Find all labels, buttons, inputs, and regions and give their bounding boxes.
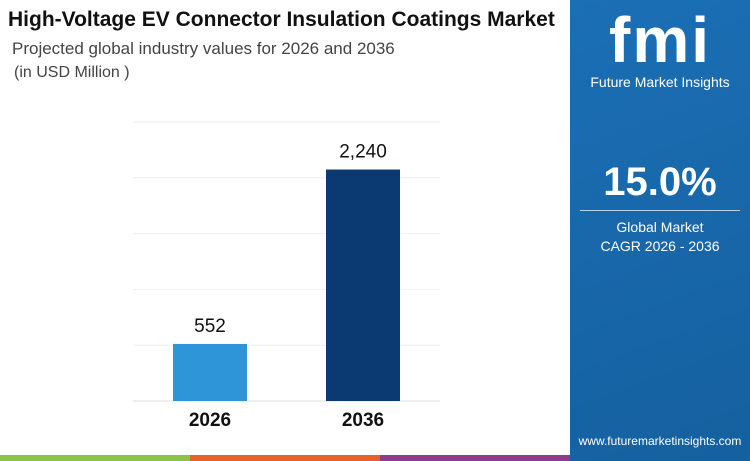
side-panel: fmi Future Market Insights 15.0% Global …	[570, 0, 750, 461]
x-tick-label: 2036	[342, 410, 384, 431]
cagr-value: 15.0%	[603, 160, 717, 204]
divider	[580, 210, 740, 211]
footer-strip-orange	[190, 455, 380, 461]
x-tick-label: 2026	[189, 410, 231, 431]
footer-strip-purple	[380, 455, 570, 461]
bar-chart: 552 2026 2,240 2036	[133, 121, 440, 431]
website-link[interactable]: www.futuremarketinsights.com	[578, 434, 742, 448]
chart-subtitle: Projected global industry values for 202…	[12, 39, 395, 58]
data-label: 2,240	[339, 142, 387, 163]
footer-strip-green	[0, 455, 190, 461]
unit-label: (in USD Million )	[14, 64, 130, 81]
bar-2036	[326, 169, 400, 401]
fmi-logo: fmi	[609, 4, 711, 76]
chart-title: High-Voltage EV Connector Insulation Coa…	[8, 8, 555, 31]
cagr-label-1: Global Market	[616, 219, 704, 235]
data-label: 552	[194, 316, 226, 337]
bar-2026	[173, 343, 247, 401]
cagr-label-2: CAGR 2026 - 2036	[600, 238, 720, 254]
brand-name: Future Market Insights	[590, 74, 730, 90]
